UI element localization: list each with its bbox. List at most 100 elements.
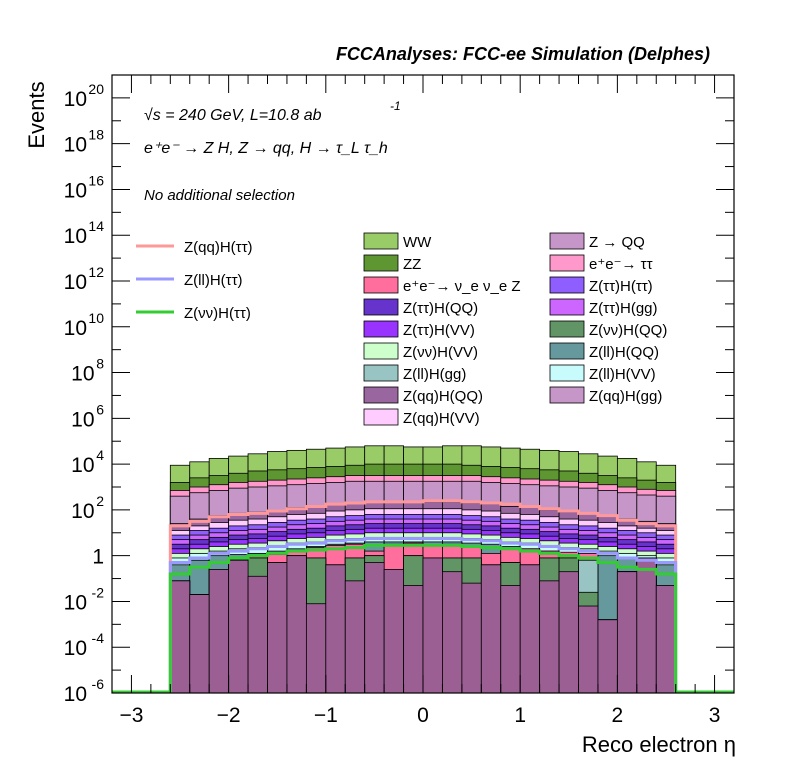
bar — [403, 585, 424, 694]
x-tick-label: −2 — [217, 704, 241, 727]
x-tick-label: 3 — [709, 704, 721, 727]
annotation-energy: √s = 240 GeV, L=10.8 ab — [144, 107, 322, 124]
y-tick-label: 10 — [64, 179, 87, 202]
legend-swatch — [549, 276, 585, 294]
legend-line-label: Z(νν)H(ττ) — [184, 305, 251, 322]
legend-label: Z(ττ)H(VV) — [403, 322, 475, 339]
legend-label: ZZ — [403, 256, 421, 273]
annotation-selection: No additional selection — [144, 187, 295, 204]
bar — [461, 582, 482, 694]
y-tick-label-exp: 16 — [88, 172, 104, 188]
bar — [344, 580, 366, 694]
legend-label: Z(ll)H(gg) — [403, 366, 466, 383]
bar — [616, 571, 638, 694]
y-tick-label: 10 — [64, 271, 87, 294]
y-tick-label-exp: -4 — [92, 630, 105, 646]
legend-swatch — [549, 320, 585, 338]
y-tick-label: 10 — [71, 500, 94, 523]
legend-swatch — [363, 320, 399, 338]
legend-label: Z(qq)H(VV) — [403, 410, 480, 427]
y-tick-label-exp: 2 — [96, 493, 104, 509]
stack-layers — [169, 445, 677, 694]
x-axis-label: Reco electron η — [582, 732, 736, 757]
legend-swatch — [363, 364, 399, 382]
y-tick-label: 10 — [71, 454, 94, 477]
y-tick-label: 10 — [64, 637, 87, 660]
y-tick-label: 10 — [64, 683, 87, 706]
y-tick-label-exp: 18 — [88, 127, 104, 143]
bar — [208, 569, 230, 694]
series-line — [112, 537, 734, 694]
legend-label: e⁺e⁻→ ν_e ν_e Z — [403, 278, 521, 295]
bar — [286, 555, 307, 694]
annotation-process: e⁺e⁻ → Z H, Z → qq, H → τ_L τ_h — [144, 140, 388, 157]
series-line — [112, 499, 734, 694]
legend-label: Z → QQ — [589, 234, 645, 251]
bar — [228, 559, 249, 694]
legend-label: Z(qq)H(gg) — [589, 388, 662, 405]
bar — [169, 580, 191, 694]
bar — [480, 564, 502, 694]
bar — [442, 571, 463, 694]
legend-swatch — [549, 364, 585, 382]
bar — [519, 564, 541, 694]
legend-line-label: Z(qq)H(ττ) — [184, 239, 253, 256]
legend-swatch — [363, 298, 399, 316]
x-tick-label: 2 — [612, 704, 624, 727]
legend-label: Z(νν)H(QQ) — [589, 322, 667, 339]
y-tick-label-exp: -2 — [92, 584, 105, 600]
x-tick-label: 1 — [514, 704, 526, 727]
y-tick-label-exp: -6 — [92, 676, 105, 692]
bar — [636, 557, 657, 694]
x-tick-label: −1 — [314, 704, 338, 727]
legend-label: Z(ll)H(VV) — [589, 366, 656, 383]
bar — [364, 562, 385, 694]
bar — [422, 557, 443, 694]
y-tick-label-exp: 12 — [88, 264, 104, 280]
bar — [578, 605, 599, 694]
legend: Z(qq)H(ττ) Z(ll)H(ττ) Z(νν)H(ττ) WW ZZ e⁺e⁻→ … — [136, 232, 667, 427]
y-tick-label: 10 — [64, 317, 87, 340]
y-tick-label: 10 — [64, 88, 87, 111]
bar — [247, 575, 268, 694]
y-tick-label: 10 — [64, 134, 87, 157]
y-tick-label-exp: 8 — [96, 356, 104, 372]
y-tick-label: 1 — [92, 546, 104, 569]
y-tick-label-exp: 6 — [96, 401, 104, 417]
series-line — [112, 543, 734, 694]
y-tick-label: 10 — [64, 591, 87, 614]
bar — [539, 580, 560, 694]
legend-label: Z(ττ)H(ττ) — [589, 278, 653, 295]
legend-swatch — [363, 276, 399, 294]
y-tick-label: 10 — [64, 225, 87, 248]
bar — [597, 619, 618, 694]
x-tick-label: −3 — [119, 704, 143, 727]
legend-swatch — [549, 232, 585, 250]
signal-lines — [112, 499, 734, 694]
legend-line-label: Z(ll)H(ττ) — [184, 272, 243, 289]
legend-swatch — [363, 386, 399, 404]
bar — [305, 603, 327, 694]
y-axis-label: Events — [24, 81, 49, 148]
bar — [500, 585, 521, 694]
y-tick-label: 10 — [71, 408, 94, 431]
y-tick-label-exp: 10 — [88, 310, 104, 326]
x-tick-label: 0 — [417, 704, 429, 727]
annotations: √s = 240 GeV, L=10.8 ab -1 e⁺e⁻ → Z H, Z… — [144, 99, 401, 204]
y-tick-label-exp: 14 — [88, 218, 104, 234]
bar — [325, 564, 346, 694]
legend-swatch — [363, 232, 399, 250]
bar — [267, 562, 288, 694]
legend-label: Z(qq)H(QQ) — [403, 388, 483, 405]
legend-label: Z(ll)H(QQ) — [589, 344, 659, 361]
legend-label: e⁺e⁻→ ττ — [589, 256, 653, 273]
axis-ticks: −3 −2 −1 0 1 2 3201018101610141012101010810610… — [64, 74, 735, 727]
legend-swatch — [549, 254, 585, 272]
legend-swatch — [363, 408, 399, 426]
legend-swatch — [363, 254, 399, 272]
legend-label: Z(ττ)H(QQ) — [403, 300, 478, 317]
bar — [189, 594, 210, 694]
legend-label: WW — [403, 234, 432, 251]
